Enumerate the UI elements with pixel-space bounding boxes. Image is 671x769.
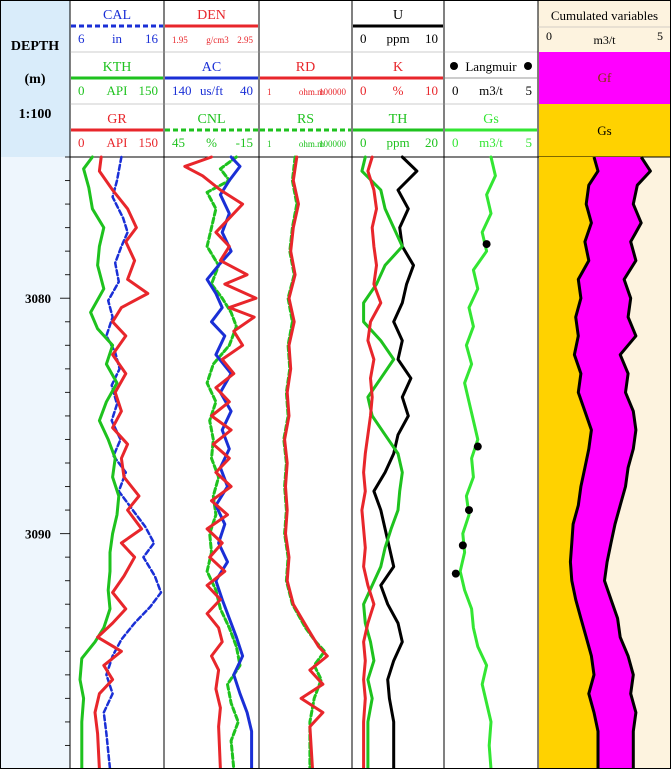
curve-name-TH: TH xyxy=(389,112,408,127)
curve-name-CAL: CAL xyxy=(103,8,131,23)
scale-max: -15 xyxy=(236,135,253,150)
scale-max: 5 xyxy=(526,83,533,98)
curve-Gs xyxy=(458,155,497,769)
scale-min: 0 xyxy=(360,135,367,150)
depth-title: DEPTH xyxy=(11,39,59,54)
curve-DEN xyxy=(183,155,258,769)
curve-name-Langmuir: Langmuir xyxy=(465,59,517,74)
langmuir-legend-dot xyxy=(524,62,532,70)
scale-min: 0 xyxy=(78,83,85,98)
langmuir-point xyxy=(458,541,467,550)
scale-min: 0 xyxy=(360,83,367,98)
curve-TH xyxy=(360,155,404,769)
area-Gs xyxy=(539,157,598,769)
scale-max: 150 xyxy=(139,83,159,98)
scale-unit: ppm xyxy=(386,31,409,46)
depth-tick-label: 3090 xyxy=(25,527,51,542)
scale-unit: ohm.m xyxy=(299,87,324,97)
area-Gf xyxy=(570,157,651,769)
scale-min: 0 xyxy=(360,31,367,46)
scale-max: 20 xyxy=(425,135,438,150)
scale-unit: in xyxy=(112,31,123,46)
scale-unit: API xyxy=(107,135,128,150)
boundary-Gs xyxy=(568,156,600,769)
scale-unit: ohm.m xyxy=(299,139,324,149)
cumulated-min: 0 xyxy=(546,29,552,43)
legend-label-Gf: Gf xyxy=(598,70,612,85)
legend-label-Gs: Gs xyxy=(597,123,611,138)
curve-U xyxy=(372,155,419,769)
curve-name-RD: RD xyxy=(296,60,315,75)
curve-name-GR: GR xyxy=(107,112,127,127)
cumulated-title: Cumulated variables xyxy=(551,8,658,23)
scale-unit: m3/t xyxy=(479,83,503,98)
scale-max: 2.95 xyxy=(237,35,253,45)
depth-unit: (m) xyxy=(25,72,46,87)
cumulated-max: 5 xyxy=(657,29,663,43)
scale-max: 10 xyxy=(425,31,438,46)
scale-unit: us/ft xyxy=(200,83,224,98)
curve-name-DEN: DEN xyxy=(197,8,226,23)
curve-name-AC: AC xyxy=(202,60,221,75)
scale-min: 6 xyxy=(78,31,85,46)
scale-max: 10 xyxy=(425,83,438,98)
langmuir-point xyxy=(451,569,460,578)
scale-min: 0 xyxy=(452,83,459,98)
curve-KTH xyxy=(78,155,121,769)
depth-scale: 1:100 xyxy=(19,107,52,122)
scale-unit: % xyxy=(393,83,404,98)
scale-unit: g/cm3 xyxy=(206,35,229,45)
scale-min: 45 xyxy=(172,135,185,150)
curve-K xyxy=(360,155,383,769)
langmuir-point xyxy=(465,506,473,515)
langmuir-point xyxy=(482,240,491,249)
cumulated-unit: m3/t xyxy=(593,33,616,47)
scale-max: 16 xyxy=(145,31,159,46)
depth-tick-label: 3080 xyxy=(25,291,51,306)
curve-name-KTH: KTH xyxy=(103,60,132,75)
scale-min: 0 xyxy=(78,135,85,150)
scale-unit: ppm xyxy=(386,135,409,150)
curve-name-K: K xyxy=(393,60,403,75)
scale-unit: API xyxy=(107,83,128,98)
scale-min: 1 xyxy=(267,139,272,149)
curve-GR xyxy=(93,155,150,769)
legend-swatch-Gs xyxy=(539,104,670,157)
track-frame xyxy=(351,0,445,769)
curve-name-U: U xyxy=(393,8,403,23)
track-frame xyxy=(258,0,353,769)
track-frame xyxy=(163,0,260,769)
curve-name-CNL: CNL xyxy=(198,112,226,127)
scale-min: 0 xyxy=(452,135,459,150)
langmuir-legend-dot xyxy=(450,62,458,70)
scale-max: 5 xyxy=(526,135,533,150)
scale-min: 1 xyxy=(267,87,272,97)
scale-min: 1.95 xyxy=(172,35,188,45)
scale-max: 150 xyxy=(139,135,159,150)
langmuir-point xyxy=(473,442,482,451)
track-frame xyxy=(443,0,539,769)
curve-RD xyxy=(283,155,329,769)
boundary-total xyxy=(603,156,652,769)
scale-max: 40 xyxy=(240,83,253,98)
scale-unit: m3/t xyxy=(479,135,503,150)
scale-max: 100000 xyxy=(319,139,347,149)
scale-unit: % xyxy=(206,135,217,150)
curve-name-RS: RS xyxy=(297,112,314,127)
depth-track-bg xyxy=(1,157,70,769)
scale-max: 100000 xyxy=(319,87,347,97)
scale-min: 140 xyxy=(172,83,192,98)
curve-name-Gs: Gs xyxy=(483,112,499,127)
legend-swatch-Gf xyxy=(539,52,670,104)
curve-CNL xyxy=(205,155,242,769)
